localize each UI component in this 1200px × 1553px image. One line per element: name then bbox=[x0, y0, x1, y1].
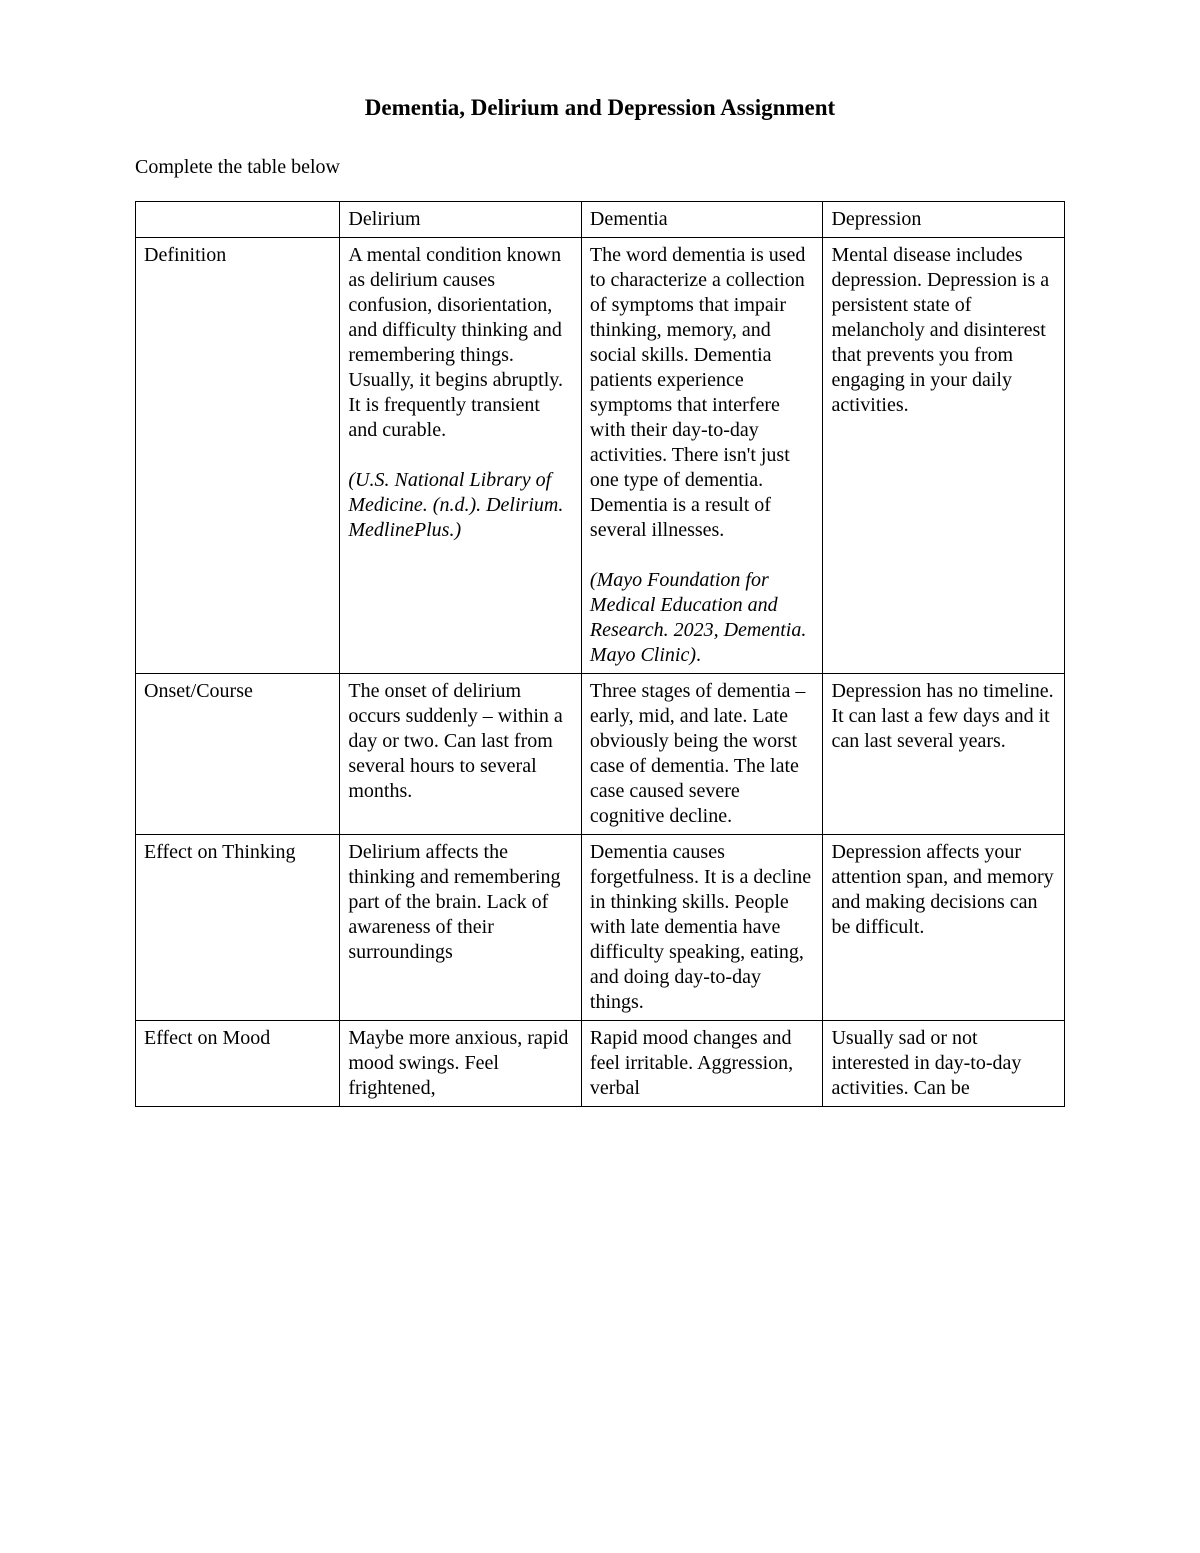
cell-depression-definition: Mental disease includes depression. Depr… bbox=[823, 238, 1065, 674]
comparison-table: Delirium Dementia Depression Definition … bbox=[135, 201, 1065, 1107]
cell-text: Rapid mood changes and feel irritable. A… bbox=[590, 1026, 815, 1101]
cell-depression-thinking: Depression affects your attention span, … bbox=[823, 835, 1065, 1021]
header-depression: Depression bbox=[823, 202, 1065, 238]
header-empty bbox=[136, 202, 340, 238]
cell-delirium-thinking: Delirium affects the thinking and rememb… bbox=[340, 835, 582, 1021]
cell-dementia-mood: Rapid mood changes and feel irritable. A… bbox=[581, 1021, 823, 1107]
cell-text: Mental disease includes depression. Depr… bbox=[831, 243, 1056, 418]
cell-dementia-thinking: Dementia causes forgetfulness. It is a d… bbox=[581, 835, 823, 1021]
cell-delirium-definition: A mental condition known as delirium cau… bbox=[340, 238, 582, 674]
cell-text: Delirium affects the thinking and rememb… bbox=[348, 840, 573, 965]
cell-delirium-onset: The onset of delirium occurs suddenly – … bbox=[340, 674, 582, 835]
header-dementia: Dementia bbox=[581, 202, 823, 238]
table-header-row: Delirium Dementia Depression bbox=[136, 202, 1065, 238]
table-row: Definition A mental condition known as d… bbox=[136, 238, 1065, 674]
citation-trailing-dot: . bbox=[696, 644, 701, 666]
table-row: Effect on Thinking Delirium affects the … bbox=[136, 835, 1065, 1021]
cell-text: Dementia causes forgetfulness. It is a d… bbox=[590, 840, 815, 1015]
cell-citation-wrap: (Mayo Foundation for Medical Education a… bbox=[590, 568, 815, 668]
row-label: Effect on Thinking bbox=[136, 835, 340, 1021]
cell-text: Three stages of dementia – early, mid, a… bbox=[590, 679, 815, 829]
cell-text: The onset of delirium occurs suddenly – … bbox=[348, 679, 573, 804]
cell-text: A mental condition known as delirium cau… bbox=[348, 243, 573, 443]
cell-depression-mood: Usually sad or not interested in day-to-… bbox=[823, 1021, 1065, 1107]
instruction-text: Complete the table below bbox=[135, 156, 1065, 179]
cell-text: Usually sad or not interested in day-to-… bbox=[831, 1026, 1056, 1101]
header-delirium: Delirium bbox=[340, 202, 582, 238]
page-title: Dementia, Delirium and Depression Assign… bbox=[135, 95, 1065, 121]
table-row: Effect on Mood Maybe more anxious, rapid… bbox=[136, 1021, 1065, 1107]
cell-delirium-mood: Maybe more anxious, rapid mood swings. F… bbox=[340, 1021, 582, 1107]
cell-text: Depression affects your attention span, … bbox=[831, 840, 1056, 940]
cell-text: The word dementia is used to characteriz… bbox=[590, 243, 815, 543]
cell-text: Maybe more anxious, rapid mood swings. F… bbox=[348, 1026, 573, 1101]
row-label: Onset/Course bbox=[136, 674, 340, 835]
cell-dementia-onset: Three stages of dementia – early, mid, a… bbox=[581, 674, 823, 835]
cell-dementia-definition: The word dementia is used to characteriz… bbox=[581, 238, 823, 674]
table-row: Onset/Course The onset of delirium occur… bbox=[136, 674, 1065, 835]
cell-depression-onset: Depression has no timeline. It can last … bbox=[823, 674, 1065, 835]
row-label: Effect on Mood bbox=[136, 1021, 340, 1107]
cell-citation: (U.S. National Library of Medicine. (n.d… bbox=[348, 468, 573, 543]
cell-text: Depression has no timeline. It can last … bbox=[831, 679, 1056, 754]
row-label: Definition bbox=[136, 238, 340, 674]
